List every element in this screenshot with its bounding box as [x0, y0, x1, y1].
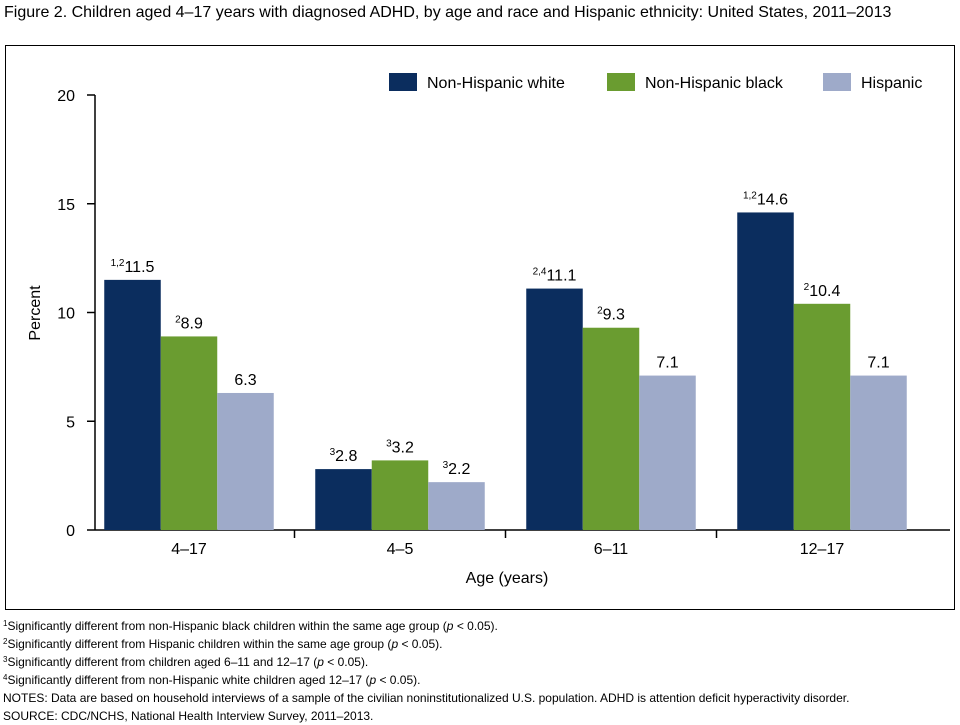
footnote: 2Significantly different from Hispanic c…	[3, 635, 958, 653]
footnote-text: Significantly different from non-Hispani…	[7, 619, 447, 633]
x-axis-title: Age (years)	[466, 570, 549, 587]
value-label-note: 1,2	[743, 190, 757, 201]
value-label-number: 14.6	[757, 191, 788, 208]
value-label: 32.8	[330, 447, 358, 465]
footnote: 4Significantly different from non-Hispan…	[3, 671, 958, 689]
value-label: 29.3	[597, 306, 625, 324]
value-label: 210.4	[804, 282, 841, 300]
chart-title: Figure 2. Children aged 4–17 years with …	[4, 4, 892, 21]
footnote: 3Significantly different from children a…	[3, 653, 958, 671]
value-label-note: 2	[597, 306, 603, 317]
value-label: 1,214.6	[743, 190, 788, 208]
bar	[160, 336, 218, 530]
footnote-text: < 0.05).	[453, 619, 498, 633]
y-tick-label: 0	[66, 523, 75, 540]
legend-label: Non-Hispanic white	[427, 75, 565, 92]
legend-label: Non-Hispanic black	[645, 75, 784, 92]
footnote-text: p	[391, 637, 399, 651]
value-label: 6.3	[234, 372, 256, 389]
legend-swatch	[607, 73, 635, 91]
bar	[428, 482, 485, 530]
value-label-note: 3	[443, 460, 449, 471]
x-tick-label: 6–11	[594, 541, 629, 558]
value-label-note: 2	[175, 314, 181, 325]
footnote-text: Significantly different from children ag…	[7, 655, 318, 669]
value-label-note: 1,2	[111, 258, 125, 269]
footnote-text: p	[317, 655, 324, 669]
value-label-note: 3	[386, 438, 392, 449]
value-label-number: 3.2	[392, 439, 414, 456]
value-label-number: 2.2	[448, 461, 470, 478]
y-tick-label: 10	[57, 306, 75, 323]
value-label-number: 8.9	[181, 315, 203, 332]
value-label: 33.2	[386, 438, 414, 456]
legend-swatch	[389, 73, 417, 91]
value-label-number: 6.3	[234, 372, 256, 389]
footnote-text: < 0.05).	[323, 655, 369, 669]
footnote-text: p	[369, 673, 377, 687]
x-tick-label: 12–17	[800, 541, 845, 558]
y-tick-label: 5	[66, 414, 75, 431]
x-tick-label: 4–17	[171, 541, 207, 558]
source: SOURCE: CDC/NCHS, National Health Interv…	[3, 709, 374, 723]
chart-frame	[5, 45, 955, 610]
value-label-number: 11.5	[124, 259, 154, 276]
y-tick-label: 20	[57, 88, 75, 105]
y-axis-title: Percent	[27, 285, 44, 341]
footnotes: 1Significantly different from non-Hispan…	[3, 617, 958, 725]
value-label: 1,211.5	[111, 258, 155, 276]
footnote-marker: 3	[3, 655, 8, 664]
x-tick-label: 4–5	[387, 541, 414, 558]
bar	[639, 375, 696, 530]
bar	[217, 392, 274, 530]
value-label-note: 3	[330, 447, 336, 458]
footnote-text: < 0.05).	[376, 673, 421, 687]
bar	[737, 212, 794, 530]
legend-swatch	[823, 73, 851, 91]
value-label: 32.2	[443, 460, 471, 478]
bar	[850, 375, 907, 530]
bar	[315, 469, 372, 530]
value-label-number: 2.8	[335, 448, 357, 465]
footnote-marker: 1	[3, 619, 8, 628]
footnote-text: < 0.05).	[398, 637, 443, 651]
value-label-note: 2,4	[533, 267, 547, 278]
value-label-number: 11.1	[546, 268, 576, 285]
value-label: 7.1	[656, 355, 678, 372]
value-label: 7.1	[867, 355, 889, 372]
value-label-number: 7.1	[867, 355, 889, 372]
value-label-number: 10.4	[809, 283, 840, 300]
value-label-note: 2	[804, 282, 810, 293]
bar	[104, 279, 161, 530]
value-label: 2,411.1	[533, 267, 577, 285]
bar	[793, 303, 851, 530]
bar	[371, 460, 429, 530]
legend-label: Hispanic	[861, 75, 922, 92]
value-label: 28.9	[175, 314, 203, 332]
y-tick-label: 15	[57, 197, 75, 214]
footnote: 1Significantly different from non-Hispan…	[3, 617, 958, 635]
bar	[526, 288, 583, 530]
value-label-number: 9.3	[603, 307, 625, 324]
footnote-text: Significantly different from non-Hispani…	[7, 673, 370, 687]
footnote-marker: 2	[3, 637, 8, 646]
bar	[582, 327, 640, 530]
chart: Percent Age (years) 051015204–171,211.52…	[5, 45, 955, 610]
footnote-text: p	[446, 619, 454, 633]
footnote-text: Significantly different from Hispanic ch…	[7, 637, 392, 651]
footnote-marker: 4	[3, 673, 8, 682]
notes: NOTES: Data are based on household inter…	[3, 691, 850, 705]
value-label-number: 7.1	[656, 355, 678, 372]
